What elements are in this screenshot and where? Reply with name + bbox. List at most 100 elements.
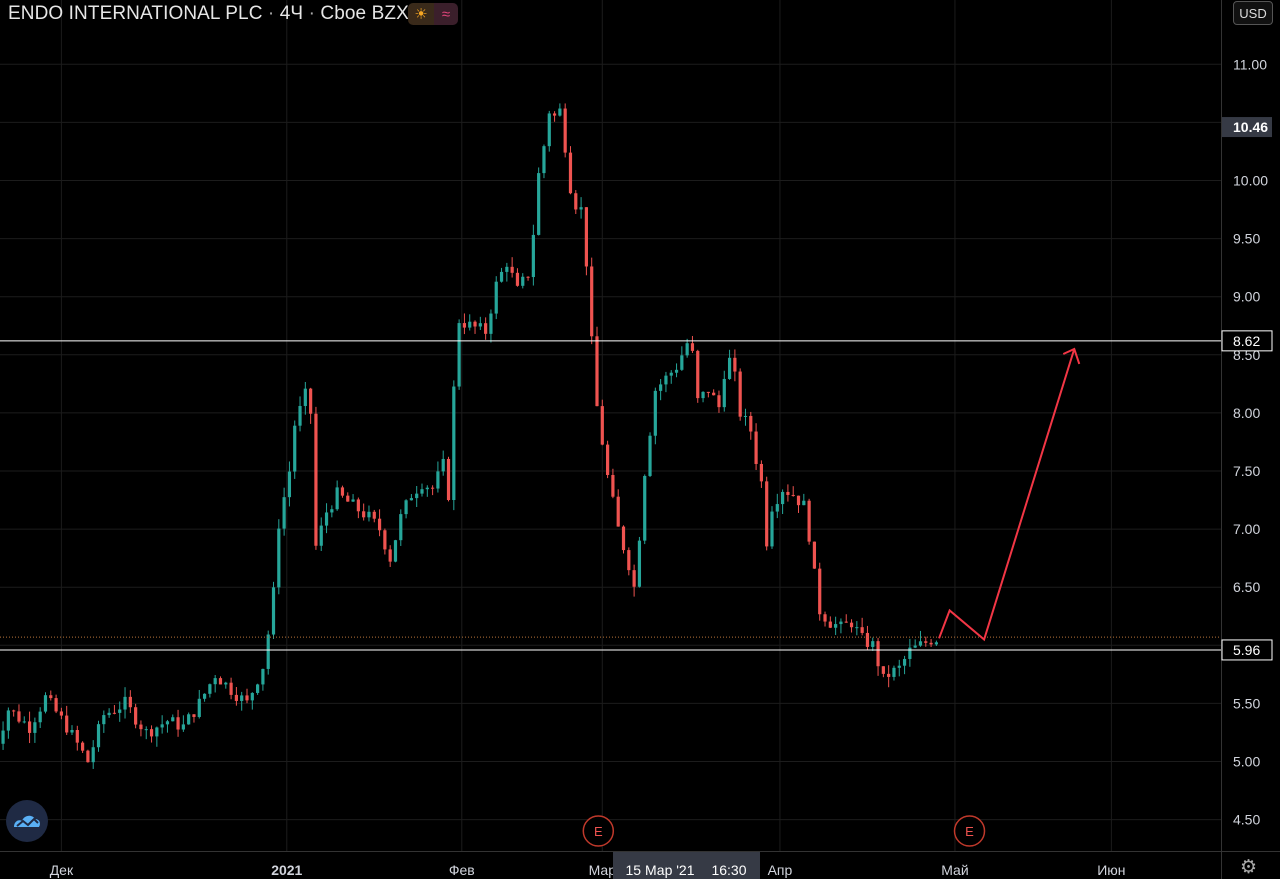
candle-body [118,709,122,713]
price-tick-label: 4.50 [1233,812,1260,828]
candle-body [171,717,175,722]
candle-body [611,474,615,497]
candle-body [473,321,477,327]
interval-label[interactable]: 4Ч [279,3,304,24]
candle-body [431,487,435,489]
time-tick-label: 2021 [271,862,302,878]
candle-body [574,193,578,210]
candle-body [733,357,737,372]
candle-body [648,435,652,476]
candle-body [887,673,891,677]
candle-body [234,694,238,701]
candle-body [49,695,53,699]
currency-button[interactable]: USD [1233,1,1273,25]
projection-path [938,348,1076,642]
candle-body [727,357,732,379]
candle-body [319,525,323,546]
candle-body [187,714,191,725]
earnings-circle [582,815,615,847]
candle-body [484,323,488,334]
sun-icon[interactable]: ☀ [408,3,434,25]
candle-body [208,684,212,694]
candle-body [690,343,695,351]
price-label-box [1221,639,1273,661]
candle-body [218,678,223,685]
candle-body [701,391,705,399]
price-tick-label: 11.00 [1233,56,1267,72]
candle-body [897,665,901,668]
candle-body [738,371,742,417]
candle-body [351,499,355,502]
candle-body [149,729,154,737]
candle-body [606,444,610,475]
candle-body [197,698,201,717]
candle-body [335,487,339,510]
price-tick-label: 9.00 [1233,289,1260,305]
candle-body [526,276,530,278]
crosshair-date: 15 Мар '21 [626,862,695,878]
earnings-marker[interactable]: E [953,815,986,847]
candle-body [584,207,588,267]
candle-body [393,540,398,562]
candle-body [303,388,307,406]
candle-body [844,621,848,623]
candle-body [176,717,180,730]
candle-body [786,491,790,495]
candle-body [245,695,249,701]
candle-body [590,266,594,337]
wave-icon[interactable]: ≈ [434,3,458,25]
candle-body [913,645,917,648]
price-tick-label: 5.00 [1233,754,1260,770]
candle-body [855,627,859,629]
candle-body [415,493,419,499]
title-separator: · [267,3,275,24]
chart-title[interactable]: ENDO INTERNATIONAL PLC · 4Ч · Cboe BZX [8,3,409,25]
price-tick-label: 8.00 [1233,405,1260,421]
candle-body [515,272,520,286]
candle-body [404,500,408,515]
candle-body [86,750,90,763]
candle-body [144,729,148,731]
price-label: 8.62 [1233,333,1260,349]
candle-body [754,431,758,464]
candle-body [781,491,785,505]
tradingview-logo-icon[interactable] [6,800,48,842]
exchange-label: Cboe BZX [320,3,409,24]
earnings-marker[interactable]: E [582,815,615,847]
price-tick-label: 7.50 [1233,463,1260,479]
candle-body [388,549,392,562]
candle-body [531,234,535,278]
candle-body [499,271,504,282]
candle-body [59,711,63,716]
candle-body [54,698,58,712]
time-tick-label: Мар [589,862,617,878]
candle-body [372,511,376,519]
candle-body [568,152,573,194]
candle-body [309,388,313,414]
candle-body [213,678,217,685]
candle-body [934,642,938,645]
candle-body [102,715,106,725]
candle-body [324,512,329,526]
candle-body [340,487,345,496]
title-separator: · [308,3,316,24]
gear-icon[interactable]: ⚙ [1240,857,1258,878]
candle-body [563,108,567,153]
candle-body [685,343,689,356]
candle-body [298,405,302,426]
candle-body [420,489,424,494]
candle-body [494,281,498,314]
candle-body [202,693,207,699]
projection-arrow [938,347,1081,642]
candle-body [558,108,562,116]
candle-body [123,696,127,710]
symbol-name[interactable]: ENDO INTERNATIONAL PLC [8,3,263,24]
candle-body [436,471,440,489]
candle-body [743,415,748,417]
candle-body [627,550,631,571]
candle-body [849,622,854,628]
candle-body [160,724,164,728]
candle-body [537,173,541,235]
